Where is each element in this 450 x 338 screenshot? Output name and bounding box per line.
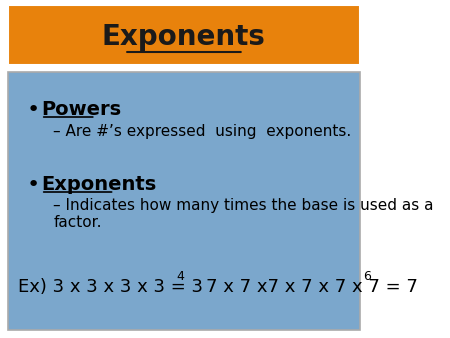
Text: – Are #’s expressed  using  exponents.: – Are #’s expressed using exponents. (53, 124, 351, 139)
Text: Exponents: Exponents (102, 23, 266, 51)
Text: Exponents: Exponents (41, 175, 156, 194)
Text: Powers: Powers (41, 100, 121, 119)
FancyBboxPatch shape (8, 5, 360, 65)
Text: 7 x 7 x7 x 7 x 7 x 7 = 7: 7 x 7 x7 x 7 x 7 x 7 = 7 (206, 278, 418, 296)
Text: •: • (26, 175, 40, 195)
Text: 6: 6 (363, 270, 371, 283)
Text: – Indicates how many times the base is used as a
factor.: – Indicates how many times the base is u… (53, 198, 434, 231)
Text: 4: 4 (176, 270, 184, 283)
Text: •: • (26, 100, 40, 120)
Text: Ex) 3 x 3 x 3 x 3 = 3: Ex) 3 x 3 x 3 x 3 = 3 (18, 278, 203, 296)
FancyBboxPatch shape (8, 72, 360, 330)
